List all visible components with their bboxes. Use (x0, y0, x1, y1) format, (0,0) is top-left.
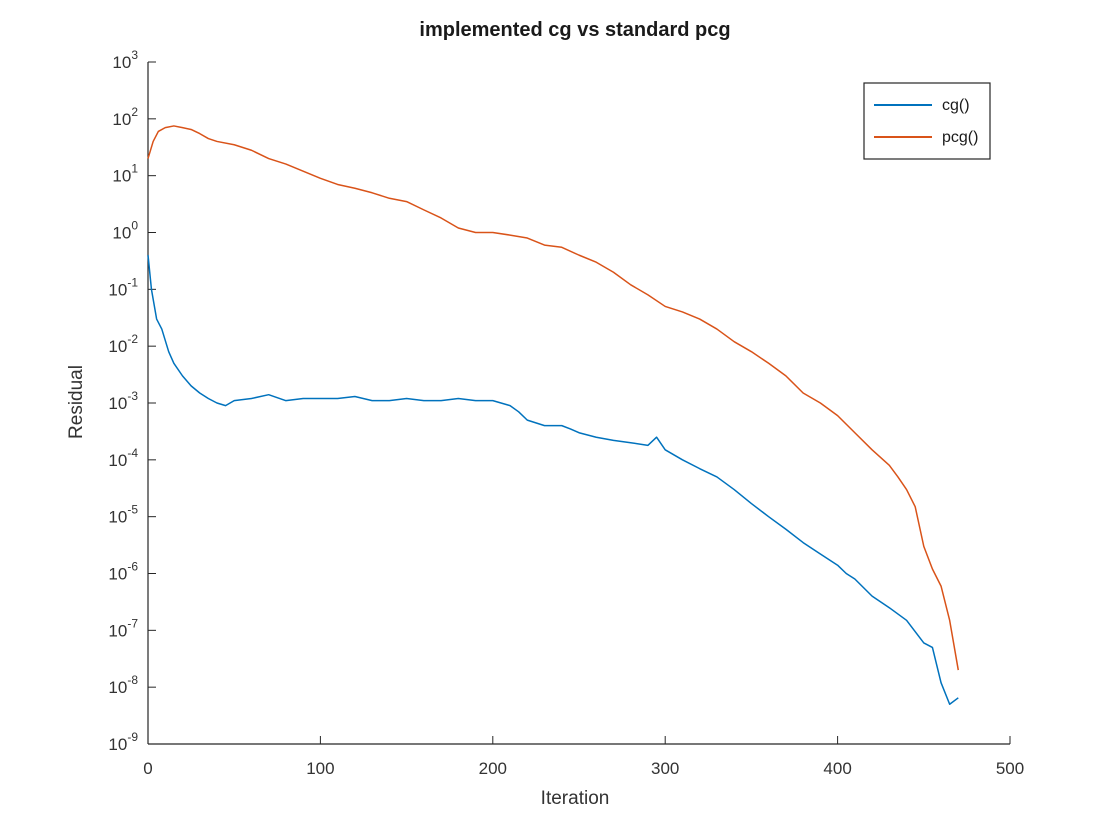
legend-box (863, 82, 991, 160)
y-tick-label: 10-6 (108, 560, 138, 584)
legend-label-2: pcg() (942, 129, 978, 146)
y-tick-label: 102 (112, 105, 138, 129)
x-tick-label: 400 (823, 759, 851, 778)
y-tick-label: 101 (112, 162, 138, 186)
y-tick-label: 10-5 (108, 503, 138, 527)
y-axis-label: Residual (66, 365, 87, 439)
y-tick-label: 100 (112, 219, 138, 243)
x-tick-label: 500 (996, 759, 1024, 778)
y-tick-label: 10-3 (108, 389, 138, 413)
x-tick-label: 0 (143, 759, 152, 778)
chart-title: implemented cg vs standard pcg (419, 19, 730, 41)
x-tick-label: 100 (306, 759, 334, 778)
y-tick-label: 10-7 (108, 616, 138, 640)
x-axis-label: Iteration (541, 788, 610, 809)
y-tick-label: 10-8 (108, 673, 138, 697)
series-layer (147, 125, 960, 706)
y-tick-label: 10-4 (108, 446, 138, 470)
series-line-1 (147, 255, 959, 706)
y-tick-label: 10-2 (108, 332, 138, 356)
y-tick-label: 103 (112, 48, 138, 72)
legend-label-1: cg() (942, 97, 970, 114)
axes-layer: 0 100 200 300 400 500 10-9 10-8 10-7 10-6 10-5 10-4… (108, 48, 1024, 778)
y-tick-label: 10-9 (108, 730, 138, 754)
series-line-2 (147, 125, 960, 671)
y-tick-label: 10-1 (108, 275, 138, 299)
legend: cg() pcg() (863, 82, 991, 160)
x-tick-label: 300 (651, 759, 679, 778)
x-tick-label: 200 (479, 759, 507, 778)
